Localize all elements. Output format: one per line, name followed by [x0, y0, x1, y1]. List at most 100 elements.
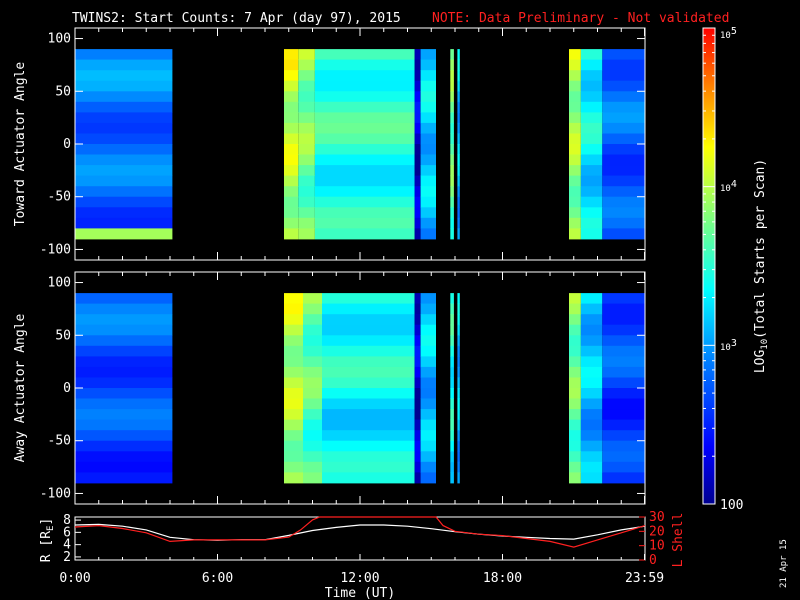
heatmap-cell — [75, 122, 173, 134]
heatmap-cell — [420, 91, 436, 103]
heatmap-cell — [569, 451, 581, 463]
heatmap-cell — [322, 440, 415, 452]
heatmap-cell — [580, 324, 603, 336]
heatmap-cell — [580, 293, 603, 305]
heatmap-cell — [322, 335, 415, 347]
heatmap-cell — [303, 409, 322, 421]
heatmap-cell — [420, 440, 436, 452]
heatmap-cell — [420, 366, 436, 378]
heatmap-cell — [602, 70, 646, 82]
heatmap-cell — [602, 228, 646, 240]
heatmap-cell — [580, 101, 603, 113]
heatmap-cell — [284, 440, 303, 452]
heatmap-cell — [569, 398, 581, 410]
heatmap-cell — [303, 314, 322, 326]
heatmap-cell — [414, 91, 421, 103]
heatmap-cell — [602, 345, 646, 357]
heatmap-cell — [284, 154, 299, 166]
heatmap-cell — [450, 461, 454, 473]
heatmap-cell — [75, 49, 173, 61]
heatmap-cell — [420, 451, 436, 463]
heatmap-cell — [322, 356, 415, 368]
heatmap-cell — [457, 356, 460, 368]
heatmap-cell — [457, 144, 460, 155]
heatmap-cell — [314, 175, 415, 187]
heatmap-cell — [75, 165, 173, 177]
heatmap-cell — [298, 122, 315, 134]
heatmap-cell — [284, 356, 303, 368]
heatmap-cell — [602, 303, 646, 315]
heatmap-cell — [284, 303, 303, 315]
colorbar-tick-1e3: 103 — [720, 338, 737, 353]
heatmap-cell — [414, 70, 421, 82]
y-tick-label: 50 — [55, 328, 71, 343]
heatmap-cell — [450, 356, 454, 368]
heatmap-cell — [602, 217, 646, 229]
heatmap-cell — [420, 112, 436, 124]
heatmap-cell — [298, 154, 315, 166]
heatmap-cell — [284, 91, 299, 103]
heatmap-cell — [75, 217, 173, 229]
heatmap-cell — [457, 49, 460, 61]
heatmap-cell — [457, 91, 460, 103]
heatmap-cell — [75, 70, 173, 82]
heatmap-cell — [457, 377, 460, 389]
away-y-ticks: 100 50 0 -50 -100 — [40, 272, 646, 504]
heatmap-cell — [414, 366, 421, 378]
heatmap-cell — [580, 165, 603, 177]
heatmap-cell — [284, 175, 299, 187]
heatmap-cell — [314, 165, 415, 177]
heatmap-cell — [414, 345, 421, 357]
heatmap-cell — [75, 80, 173, 92]
heatmap-cell — [457, 133, 460, 145]
heatmap-cell — [314, 101, 415, 113]
heatmap-cell — [457, 165, 460, 177]
heatmap-cell — [322, 293, 415, 305]
y-tick-label: 0 — [63, 381, 71, 396]
heatmap-cell — [303, 377, 322, 389]
heatmap-cell — [414, 80, 421, 92]
heatmap-cell — [75, 228, 173, 240]
heatmap-cell — [569, 70, 581, 82]
heatmap-cell — [75, 419, 173, 431]
heatmap-cell — [322, 472, 415, 484]
heatmap-cell — [314, 217, 415, 229]
heatmap-cell — [414, 133, 421, 145]
heatmap-cell — [580, 377, 603, 389]
heatmap-cell — [420, 80, 436, 92]
heatmap-cell — [322, 461, 415, 473]
heatmap-cell — [314, 122, 415, 134]
heatmap-cell — [298, 112, 315, 124]
heatmap-cell — [569, 430, 581, 442]
heatmap-cell — [414, 207, 421, 219]
heatmap-cell — [569, 217, 581, 229]
heatmap-cell — [420, 196, 436, 208]
heatmap-cell — [569, 165, 581, 177]
heatmap-cell — [420, 293, 436, 305]
heatmap-cell — [322, 430, 415, 442]
heatmap-cell — [580, 356, 603, 368]
x-axis-label: Time (UT) — [325, 586, 395, 600]
heatmap-cell — [414, 122, 421, 134]
heatmap-cell — [414, 409, 421, 421]
heatmap-cell — [450, 59, 454, 71]
heatmap-cell — [75, 293, 173, 305]
heatmap-cell — [420, 144, 436, 155]
heatmap-cell — [75, 91, 173, 103]
away-heatmap — [75, 293, 646, 484]
colorbar-ticks — [703, 34, 715, 505]
heatmap-cell — [284, 228, 299, 240]
away-y-label: Away Actuator Angle — [13, 313, 28, 462]
heatmap-cell — [569, 419, 581, 431]
heatmap-cell — [602, 165, 646, 177]
heatmap-cell — [569, 122, 581, 134]
heatmap-cell — [580, 144, 603, 155]
heatmap-cell — [420, 133, 436, 145]
heatmap-cell — [450, 472, 454, 484]
lshell-tick-label: 20 — [649, 524, 665, 539]
heatmap-cell — [75, 377, 173, 389]
toward-y-label: Toward Actuator Angle — [13, 62, 28, 227]
ephemeris-lines — [74, 516, 646, 548]
heatmap-cell — [457, 451, 460, 463]
